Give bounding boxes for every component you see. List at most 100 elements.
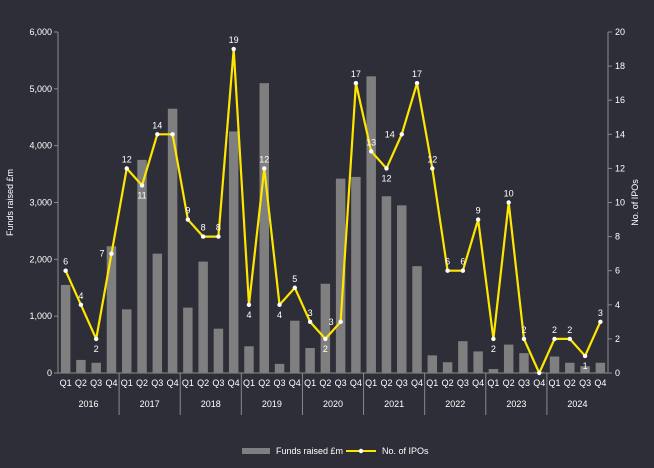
bar — [366, 76, 376, 373]
bar — [122, 309, 132, 373]
bar — [167, 108, 178, 373]
ipo-data-label: 2 — [567, 325, 572, 335]
ipo-data-label: 1 — [583, 361, 588, 371]
left-tick-label: 0 — [47, 368, 52, 378]
ipo-data-label: 4 — [246, 310, 251, 320]
quarter-label: Q4 — [228, 378, 240, 388]
quarter-label: Q2 — [136, 378, 148, 388]
year-label: 2023 — [506, 399, 526, 409]
year-label: 2016 — [79, 399, 99, 409]
ipo-data-label: 9 — [476, 206, 481, 216]
quarter-label: Q1 — [487, 378, 499, 388]
ipo-data-label: 9 — [185, 206, 190, 216]
bar — [488, 369, 499, 373]
bar — [305, 347, 315, 373]
ipo-point — [170, 132, 175, 137]
ipo-data-label: 17 — [351, 69, 361, 79]
quarter-label: Q1 — [304, 378, 316, 388]
ipo-point — [246, 302, 252, 307]
quarter-label: Q3 — [90, 378, 102, 388]
ipo-point — [368, 149, 374, 154]
bar — [595, 362, 606, 373]
quarter-label: Q2 — [258, 378, 270, 388]
ipo-data-label: 12 — [259, 154, 269, 164]
right-tick-label: 4 — [615, 300, 620, 310]
quarter-label: Q2 — [197, 378, 209, 388]
quarter-label: Q1 — [243, 378, 255, 388]
bar — [152, 253, 163, 373]
ipo-data-label: 12 — [122, 154, 132, 164]
ipo-data-label: 6 — [63, 257, 68, 267]
bar — [442, 362, 453, 373]
ipo-point — [521, 336, 527, 342]
quarter-label: Q3 — [579, 378, 591, 388]
ipo-point — [139, 183, 145, 188]
ipo-point — [567, 336, 573, 342]
legend-line-marker — [358, 448, 364, 454]
bar — [91, 362, 101, 373]
year-label: 2020 — [323, 399, 343, 409]
bar — [473, 351, 483, 373]
ipo-data-label: 4 — [277, 310, 282, 320]
ipo-data-label: 3 — [308, 308, 313, 318]
right-tick-label: 2 — [615, 334, 620, 344]
right-tick-label: 12 — [615, 163, 625, 173]
bar — [183, 307, 193, 373]
ipo-data-label: 2 — [552, 325, 557, 335]
ipo-point — [277, 302, 282, 307]
ipo-point — [78, 302, 84, 307]
ipo-point — [262, 166, 267, 171]
ipo-point — [292, 285, 298, 290]
bar — [320, 283, 331, 373]
bar — [228, 131, 239, 373]
bar — [519, 353, 529, 373]
ipo-data-label: 8 — [201, 223, 206, 233]
ipo-data-label: 2 — [323, 344, 328, 354]
quarter-label: Q2 — [503, 378, 515, 388]
quarter-label: Q2 — [380, 378, 392, 388]
quarter-label: Q1 — [182, 378, 194, 388]
ipo-point — [93, 336, 99, 342]
quarter-label: Q4 — [289, 378, 301, 388]
left-tick-label: 5,000 — [29, 84, 52, 94]
ipo-data-label: 4 — [78, 291, 83, 301]
ipo-point — [124, 166, 129, 171]
quarter-label: Q2 — [319, 378, 331, 388]
ipo-point — [552, 336, 557, 342]
bar — [76, 359, 86, 373]
left-axis-title: Funds raised £m — [5, 169, 15, 236]
ipo-point — [598, 319, 603, 325]
bar — [335, 178, 346, 373]
quarter-label: Q1 — [549, 378, 561, 388]
year-label: 2018 — [201, 399, 221, 409]
ipo-data-label: 12 — [381, 173, 391, 183]
ipo-data-label: 6 — [460, 257, 465, 267]
right-tick-label: 18 — [615, 61, 625, 71]
legend-bar-label: Funds raised £m — [276, 446, 343, 456]
ipo-data-label: 3 — [329, 317, 334, 327]
legend-line-label: No. of IPOs — [382, 446, 429, 456]
ipo-data-label: 7 — [99, 249, 104, 259]
bar — [351, 176, 361, 373]
ipo-data-label: 6 — [445, 257, 450, 267]
right-tick-label: 8 — [615, 232, 620, 242]
ipo-data-label: 2 — [94, 344, 99, 354]
ipo-data-label: 2 — [491, 344, 496, 354]
ipo-point — [399, 132, 404, 137]
bar — [549, 356, 560, 373]
right-axis-title: No. of IPOs — [630, 179, 640, 226]
ipo-point — [338, 319, 343, 325]
quarter-label: Q3 — [274, 378, 286, 388]
ipo-point — [445, 268, 450, 273]
bar — [274, 363, 285, 373]
ipo-data-label: 14 — [152, 120, 162, 130]
ipo-data-label: 14 — [385, 129, 395, 139]
ipo-point — [475, 217, 481, 222]
bar — [259, 83, 269, 374]
quarter-label: Q4 — [594, 378, 606, 388]
right-tick-label: 10 — [615, 198, 625, 208]
quarter-label: Q4 — [411, 378, 423, 388]
right-tick-label: 6 — [615, 266, 620, 276]
bar — [565, 362, 575, 373]
